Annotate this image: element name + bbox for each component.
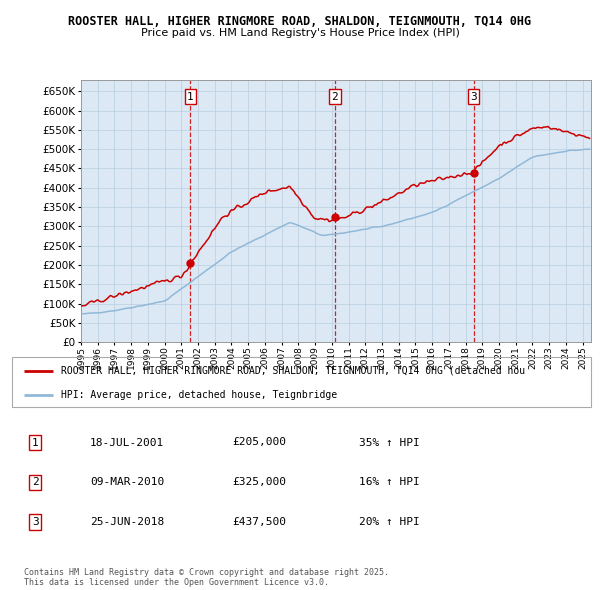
- Text: Contains HM Land Registry data © Crown copyright and database right 2025.
This d: Contains HM Land Registry data © Crown c…: [24, 568, 389, 587]
- Text: 2: 2: [32, 477, 38, 487]
- Text: 35% ↑ HPI: 35% ↑ HPI: [359, 438, 420, 447]
- Text: 3: 3: [470, 91, 477, 101]
- Text: ROOSTER HALL, HIGHER RINGMORE ROAD, SHALDON, TEIGNMOUTH, TQ14 0HG: ROOSTER HALL, HIGHER RINGMORE ROAD, SHAL…: [68, 15, 532, 28]
- Text: 16% ↑ HPI: 16% ↑ HPI: [359, 477, 420, 487]
- Text: 25-JUN-2018: 25-JUN-2018: [90, 517, 164, 527]
- Text: 18-JUL-2001: 18-JUL-2001: [90, 438, 164, 447]
- Text: 3: 3: [32, 517, 38, 527]
- Text: £205,000: £205,000: [232, 438, 286, 447]
- Text: Price paid vs. HM Land Registry's House Price Index (HPI): Price paid vs. HM Land Registry's House …: [140, 28, 460, 38]
- Text: HPI: Average price, detached house, Teignbridge: HPI: Average price, detached house, Teig…: [61, 389, 337, 399]
- Text: £325,000: £325,000: [232, 477, 286, 487]
- Text: 2: 2: [332, 91, 338, 101]
- Text: ROOSTER HALL, HIGHER RINGMORE ROAD, SHALDON, TEIGNMOUTH, TQ14 0HG (detached hou: ROOSTER HALL, HIGHER RINGMORE ROAD, SHAL…: [61, 366, 526, 376]
- Text: 1: 1: [32, 438, 38, 447]
- Text: £437,500: £437,500: [232, 517, 286, 527]
- Text: 1: 1: [187, 91, 194, 101]
- Text: 20% ↑ HPI: 20% ↑ HPI: [359, 517, 420, 527]
- Text: 09-MAR-2010: 09-MAR-2010: [90, 477, 164, 487]
